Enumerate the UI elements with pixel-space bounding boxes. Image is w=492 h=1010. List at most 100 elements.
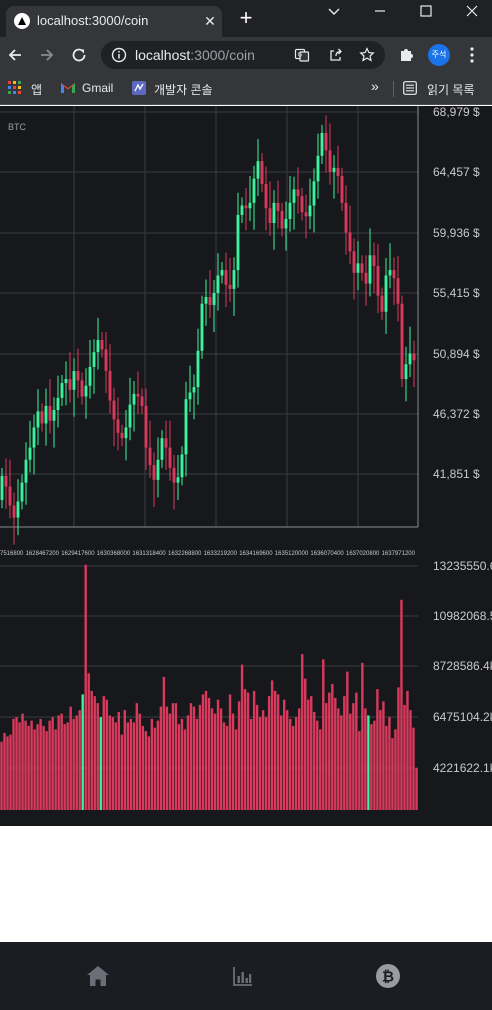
candle-body: [24, 459, 28, 483]
candle-body: [244, 205, 248, 209]
candle-body: [116, 419, 120, 433]
candle-body: [148, 447, 152, 466]
extensions-puzzle-icon[interactable]: [398, 45, 416, 63]
bookmark-gmail[interactable]: Gmail: [60, 79, 120, 99]
volume-bar: [171, 703, 175, 810]
candlestick-chart[interactable]: 68,979 $ 64,457 $ 59,936 $ 55,415 $ 50,894 $…: [0, 106, 492, 556]
volume-bar: [334, 697, 337, 810]
volume-bar: [45, 731, 48, 810]
browser-tab[interactable]: localhost:3000/coin ✕: [6, 6, 222, 37]
volume-bar: [99, 717, 102, 810]
volume-bar: [186, 715, 190, 810]
volume-bar: [84, 564, 87, 810]
reload-button[interactable]: [67, 43, 91, 67]
volume-bar: [231, 713, 235, 810]
volume-bar: [24, 720, 27, 810]
volume-bar: [285, 710, 289, 810]
volume-bar: [6, 736, 9, 810]
volume-bar: [349, 713, 352, 810]
time-tick-label: 1630368000: [97, 551, 131, 556]
volume-bar: [180, 718, 184, 810]
volume-bar: [267, 696, 271, 810]
address-bar[interactable]: localhost:3000/coin G: [101, 41, 385, 69]
profile-avatar[interactable]: 주석: [428, 44, 450, 66]
bookmark-star-icon[interactable]: [359, 47, 375, 63]
browser-menu-icon[interactable]: [465, 45, 479, 65]
dev-console-icon: [132, 81, 146, 95]
bookmarks-divider: [393, 81, 394, 97]
candle-body: [376, 266, 380, 296]
reading-list-button[interactable]: 읽기 목록: [403, 79, 487, 99]
share-icon[interactable]: [328, 47, 344, 63]
volume-bar: [120, 734, 123, 810]
volume-bar: [75, 715, 78, 810]
bookmark-apps[interactable]: 앱: [8, 79, 48, 99]
translate-icon[interactable]: G: [294, 47, 310, 63]
candle-body: [100, 340, 104, 350]
volume-bar: [105, 699, 108, 810]
candle-body: [4, 475, 8, 487]
volume-bar: [96, 703, 99, 810]
close-window-button[interactable]: [448, 0, 492, 30]
candle-body: [152, 465, 156, 480]
tab-search-button[interactable]: [310, 0, 356, 30]
volume-bar: [162, 676, 166, 810]
candle-body: [396, 278, 400, 304]
volume-bar: [355, 692, 358, 810]
candle-body: [180, 454, 184, 478]
candle-body: [16, 501, 20, 518]
candle-body: [132, 393, 136, 405]
browser-tab-bar: localhost:3000/coin ✕ +: [0, 0, 492, 37]
volume-bar: [108, 715, 111, 810]
volume-tick-label: 6475104.2k: [433, 710, 492, 724]
candle-body: [136, 393, 140, 397]
candle-body: [88, 366, 92, 386]
candle-body: [324, 132, 328, 151]
volume-bar: [313, 711, 316, 810]
volume-bar: [9, 734, 12, 810]
svg-text:₿: ₿: [382, 968, 394, 986]
volume-bar: [415, 767, 418, 810]
back-button[interactable]: [3, 43, 27, 67]
bookmark-dev-console[interactable]: 개발자 콘솔: [132, 79, 232, 99]
minimize-button[interactable]: [356, 0, 402, 30]
site-info-icon[interactable]: [111, 47, 127, 63]
volume-bar: [397, 687, 400, 810]
price-tick-label: 55,415 $: [433, 286, 480, 300]
candle-body: [248, 202, 252, 209]
maximize-button[interactable]: [402, 0, 448, 30]
candle-body: [140, 396, 144, 406]
candle-body: [256, 161, 260, 179]
volume-bar: [30, 720, 33, 810]
volume-bar: [204, 690, 208, 810]
volume-bar: [331, 683, 334, 810]
candle-body: [48, 405, 52, 421]
chart-area[interactable]: 68,979 $ 64,457 $ 59,936 $ 55,415 $ 50,894 $…: [0, 106, 492, 826]
bitcoin-icon[interactable]: ₿: [374, 962, 402, 990]
time-tick-label: 1631318400: [132, 551, 166, 556]
bookmarks-overflow-button[interactable]: »: [371, 78, 379, 94]
candle-body: [104, 349, 108, 371]
home-icon[interactable]: [84, 962, 112, 990]
tab-close-icon[interactable]: ✕: [204, 13, 216, 29]
candle-body: [32, 427, 36, 448]
candle-body: [160, 438, 164, 460]
candle-body: [36, 411, 40, 428]
volume-bar: [304, 678, 307, 810]
candle-body: [20, 482, 24, 502]
new-tab-button[interactable]: +: [239, 5, 253, 30]
candle-body: [344, 202, 348, 233]
candle-body: [400, 303, 404, 380]
candle-body: [408, 353, 412, 365]
volume-bar: [409, 710, 412, 810]
volume-chart[interactable]: 13235550.6 10982068.5 8728586.4k 6475104.2k…: [0, 556, 492, 826]
forward-button[interactable]: [35, 43, 59, 67]
volume-bar: [138, 713, 142, 810]
time-tick-label: 1632268800: [168, 551, 202, 556]
apps-grid-icon: [8, 81, 21, 94]
chart-icon[interactable]: [229, 962, 257, 990]
volume-bar: [129, 718, 133, 810]
volume-bar: [153, 727, 157, 810]
candle-body: [168, 447, 172, 468]
volume-bar: [255, 704, 259, 810]
